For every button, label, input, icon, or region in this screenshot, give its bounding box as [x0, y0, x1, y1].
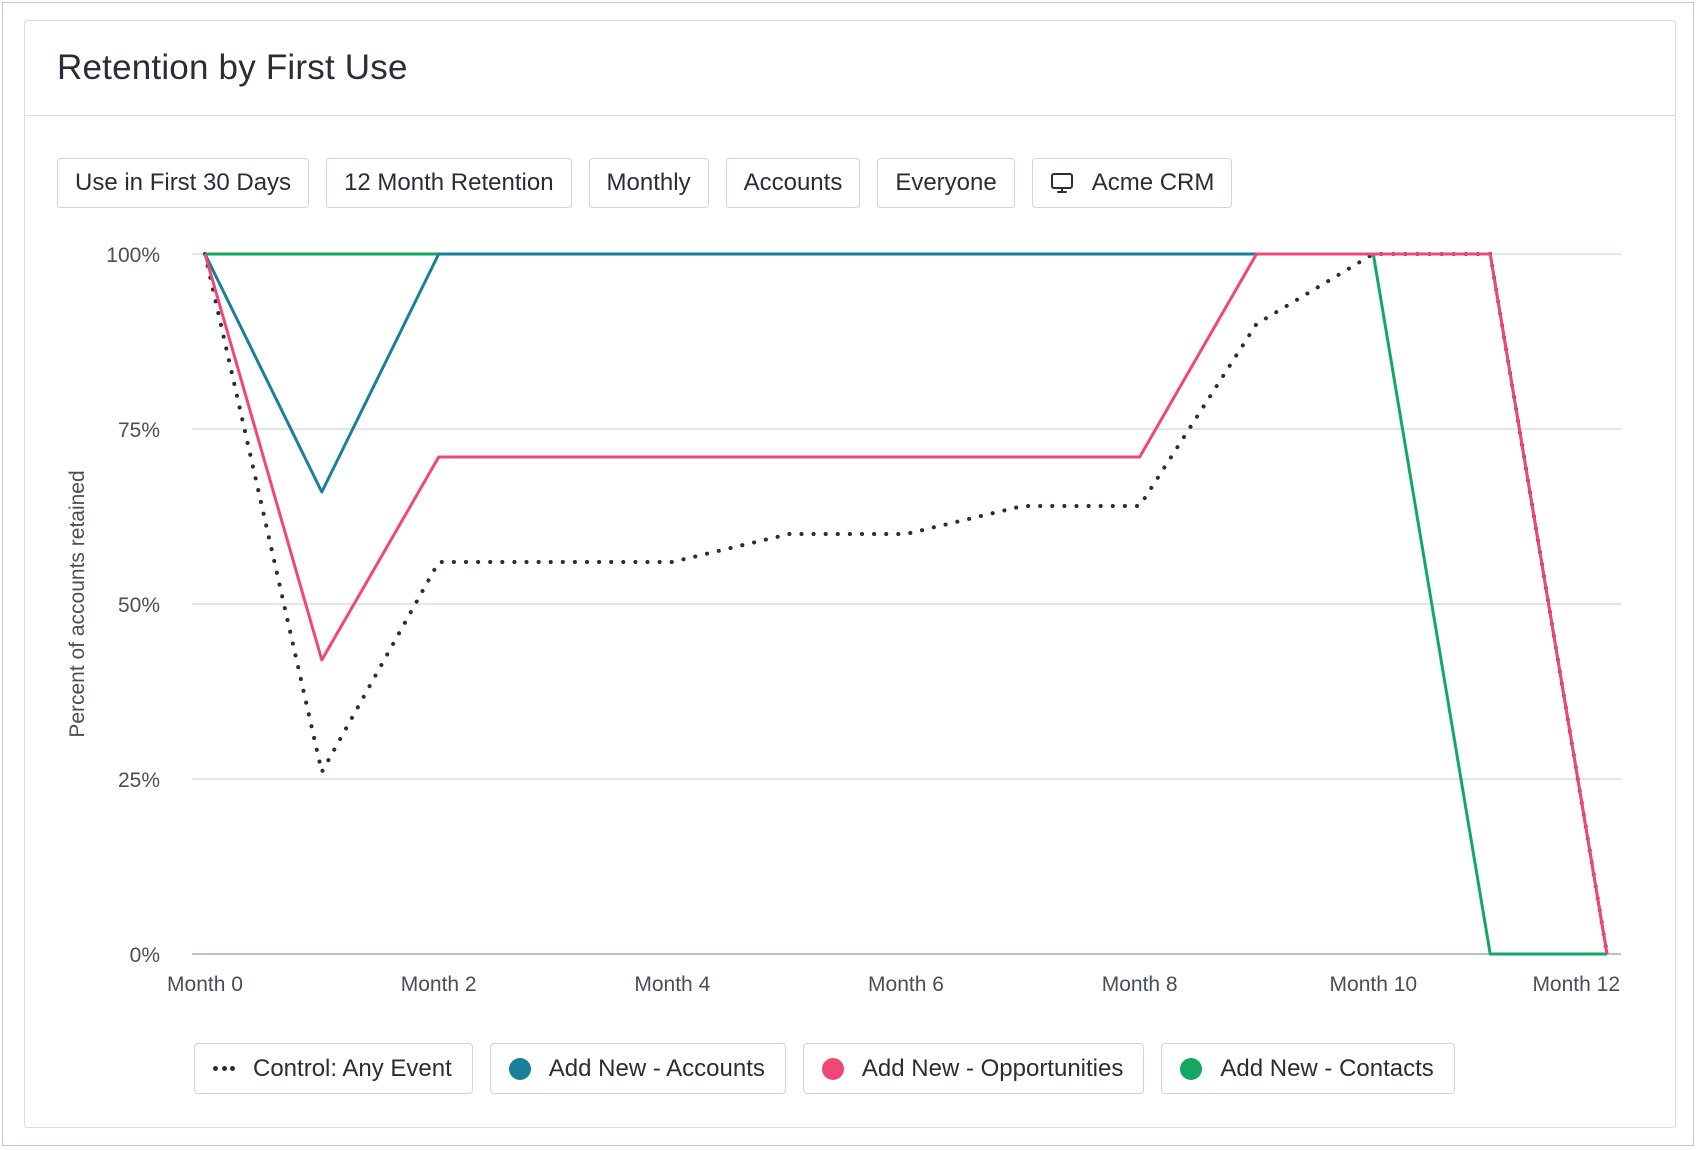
card-title: Retention by First Use	[57, 48, 408, 87]
legend-item-add-new-contacts[interactable]: Add New - Contacts	[1161, 1043, 1455, 1094]
filter-entity[interactable]: Accounts	[725, 158, 861, 208]
y-tick-label: 100%	[106, 244, 160, 267]
y-axis-title: Percent of accounts retained	[66, 470, 89, 737]
legend-item-control[interactable]: Control: Any Event	[194, 1043, 473, 1094]
legend-label: Control: Any Event	[253, 1054, 452, 1082]
x-tick-label: Month 4	[634, 973, 710, 996]
retention-card: Retention by First Use Use in First 30 D…	[24, 20, 1676, 1128]
filter-label: 12 Month Retention	[344, 169, 554, 196]
legend-swatch	[821, 1057, 844, 1080]
legend-swatch	[508, 1057, 531, 1080]
chart-legend: Control: Any Event Add New - Accounts Ad…	[194, 1043, 1455, 1094]
legend-label: Add New - Contacts	[1220, 1054, 1434, 1082]
filter-bar: Use in First 30 Days 12 Month Retention …	[57, 158, 1233, 208]
legend-item-add-new-accounts[interactable]: Add New - Accounts	[489, 1043, 786, 1094]
series-line-add-new-opportunities	[203, 252, 1609, 955]
filter-label: Acme CRM	[1091, 169, 1215, 196]
x-tick-label: Month 2	[401, 973, 477, 996]
filter-retention-period[interactable]: 12 Month Retention	[326, 158, 572, 208]
x-tick-label: Month 8	[1102, 973, 1178, 996]
y-tick-label: 25%	[118, 769, 160, 792]
filter-label: Monthly	[606, 169, 691, 196]
x-tick-label: Month 12	[1532, 973, 1620, 996]
y-tick-label: 0%	[130, 944, 160, 967]
legend-item-add-new-opportunities[interactable]: Add New - Opportunities	[802, 1043, 1145, 1094]
filter-first-use-window[interactable]: Use in First 30 Days	[57, 158, 310, 208]
y-tick-label: 50%	[118, 594, 160, 617]
filter-segment[interactable]: Everyone	[877, 158, 1015, 208]
filter-label: Accounts	[743, 169, 843, 196]
y-tick-label: 75%	[118, 419, 160, 442]
x-tick-label: Month 0	[167, 973, 243, 996]
filter-label: Use in First 30 Days	[75, 169, 292, 196]
card-header: Retention by First Use	[25, 21, 1675, 116]
filter-interval[interactable]: Monthly	[588, 158, 709, 208]
x-tick-label: Month 10	[1330, 973, 1418, 996]
dots-icon	[213, 1066, 235, 1071]
filter-app[interactable]: Acme CRM	[1031, 158, 1233, 208]
legend-label: Add New - Opportunities	[861, 1054, 1124, 1082]
filter-label: Everyone	[895, 169, 997, 196]
legend-label: Add New - Accounts	[548, 1054, 765, 1082]
x-tick-label: Month 6	[868, 973, 944, 996]
legend-swatch	[1180, 1057, 1203, 1080]
monitor-icon	[1050, 171, 1074, 195]
